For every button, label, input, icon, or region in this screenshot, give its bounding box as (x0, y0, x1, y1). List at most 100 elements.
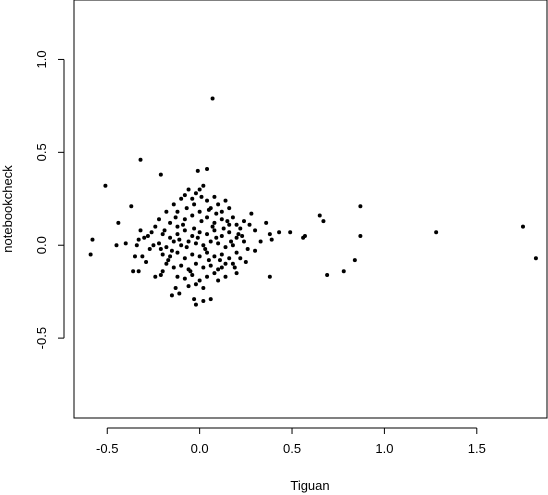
data-point (195, 235, 200, 240)
data-point (212, 194, 217, 199)
data-point (192, 202, 197, 207)
data-point (223, 245, 228, 250)
data-point (234, 250, 239, 255)
data-point (144, 259, 149, 264)
data-point (234, 235, 239, 240)
data-point (179, 263, 184, 268)
data-point (134, 243, 139, 248)
data-point (210, 224, 215, 229)
data-point (184, 206, 189, 211)
data-point (158, 272, 163, 277)
data-point (179, 196, 184, 201)
data-point (138, 157, 143, 162)
data-point (171, 239, 176, 244)
data-point (181, 222, 186, 227)
y-tick-label: 0.5 (34, 143, 49, 161)
data-point (175, 224, 180, 229)
data-point (116, 220, 121, 225)
data-points (88, 96, 538, 307)
data-point (173, 215, 178, 220)
data-point (175, 274, 180, 279)
data-point (219, 252, 224, 257)
data-point (136, 269, 141, 274)
data-point (302, 233, 307, 238)
data-point (214, 211, 219, 216)
data-point (317, 213, 322, 218)
data-point (358, 204, 363, 209)
data-point (201, 265, 206, 270)
data-point (164, 245, 169, 250)
data-point (277, 230, 282, 235)
data-point (214, 235, 219, 240)
data-point (234, 222, 239, 227)
data-point (145, 233, 150, 238)
data-point (216, 241, 221, 246)
data-point (217, 258, 222, 263)
data-point (212, 228, 217, 233)
data-point (520, 224, 525, 229)
data-point (123, 241, 128, 246)
data-point (168, 220, 173, 225)
data-point (205, 198, 210, 203)
data-point (216, 202, 221, 207)
data-point (223, 261, 228, 266)
data-point (168, 254, 173, 259)
data-point (247, 222, 252, 227)
data-point (90, 237, 95, 242)
data-point (201, 183, 206, 188)
data-point (227, 206, 232, 211)
data-point (169, 248, 174, 253)
data-point (182, 193, 187, 198)
data-point (352, 258, 357, 263)
data-point (164, 209, 169, 214)
data-point (193, 282, 198, 287)
data-point (193, 241, 198, 246)
data-point (240, 233, 245, 238)
data-point (132, 254, 137, 259)
data-point (358, 233, 363, 238)
data-point (151, 243, 156, 248)
data-point (225, 219, 230, 224)
data-point (216, 267, 221, 272)
data-point (533, 256, 538, 261)
data-point (223, 274, 228, 279)
data-point (160, 269, 165, 274)
data-point (238, 226, 243, 231)
data-point (197, 278, 202, 283)
data-point (193, 191, 198, 196)
data-point (238, 256, 243, 261)
data-point (190, 233, 195, 238)
data-point (190, 272, 195, 277)
data-point (192, 297, 197, 302)
x-tick-label: 1.5 (468, 441, 486, 456)
data-point (169, 293, 174, 298)
data-point (197, 187, 202, 192)
data-point (182, 228, 187, 233)
data-point (321, 219, 326, 224)
data-point (210, 96, 215, 101)
data-point (131, 269, 136, 274)
data-point (162, 228, 167, 233)
data-point (182, 256, 187, 261)
data-point (219, 265, 224, 270)
x-tick-label: -0.5 (96, 441, 118, 456)
data-point (267, 232, 272, 237)
data-point (199, 194, 204, 199)
data-point (201, 243, 206, 248)
data-point (171, 202, 176, 207)
data-point (212, 254, 217, 259)
data-point (197, 230, 202, 235)
data-point (208, 239, 213, 244)
data-point (243, 259, 248, 264)
data-point (241, 219, 246, 224)
data-point (216, 278, 221, 283)
data-point (153, 224, 158, 229)
data-point (258, 239, 263, 244)
data-point (186, 239, 191, 244)
x-axis-title: Tiguan (290, 478, 329, 493)
data-point (205, 215, 210, 220)
data-point (175, 232, 180, 237)
data-point (223, 198, 228, 203)
data-point (267, 274, 272, 279)
data-point (212, 220, 217, 225)
